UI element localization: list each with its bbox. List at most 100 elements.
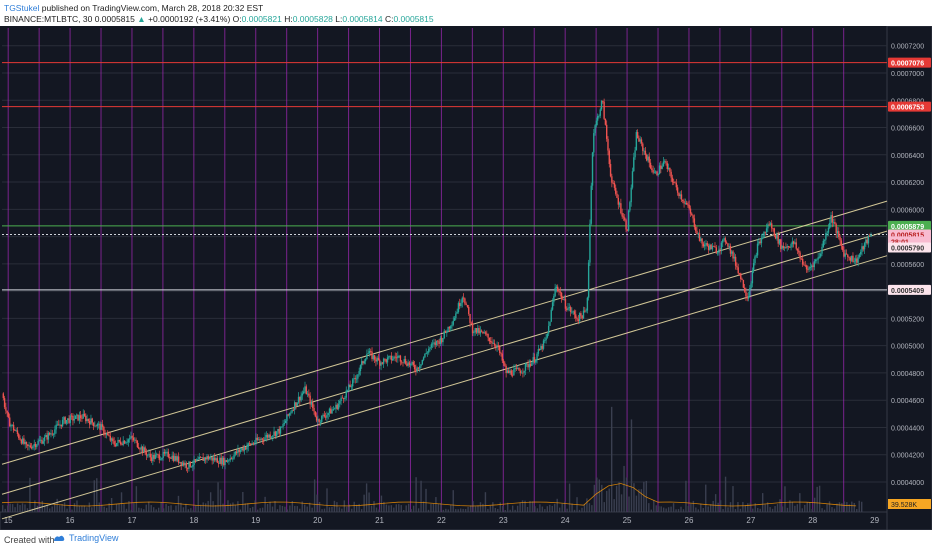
candle-body <box>832 222 835 223</box>
candle-body <box>627 210 630 231</box>
candle-body <box>429 347 431 349</box>
volume-bar <box>482 503 484 512</box>
volume-bar <box>341 508 343 512</box>
volume-bar <box>165 503 167 512</box>
candle-body <box>412 362 414 365</box>
candle-body <box>190 466 193 468</box>
candle-body <box>42 441 44 444</box>
volume-bar <box>754 503 756 512</box>
candle-body <box>36 444 38 448</box>
candle-body <box>540 345 542 350</box>
volume-bar <box>521 500 524 512</box>
volume-bar <box>192 509 195 512</box>
volume-bar <box>571 503 573 512</box>
candle-body <box>99 423 101 430</box>
candle-body <box>865 239 867 244</box>
volume-bar <box>190 508 192 512</box>
candle-body <box>201 457 203 459</box>
candle-body <box>2 393 4 399</box>
candle-body <box>100 424 102 430</box>
candle-body <box>305 386 307 395</box>
volume-bar <box>125 508 128 512</box>
candle-body <box>639 139 641 142</box>
candle-body <box>527 363 529 368</box>
volume-bar <box>799 493 801 512</box>
x-tick-label: 20 <box>313 516 322 525</box>
candle-body <box>395 357 398 359</box>
volume-bar <box>195 505 197 512</box>
tradingview-logo-icon <box>53 535 65 541</box>
candle-body <box>212 457 215 461</box>
candle-body <box>372 355 375 360</box>
candle-body <box>723 238 725 240</box>
candle-body <box>86 418 88 422</box>
volume-bar <box>667 507 670 512</box>
candle-body <box>449 326 452 329</box>
candle-body <box>785 247 787 249</box>
candle-body <box>197 459 199 460</box>
tradingview-brand[interactable]: TradingView <box>52 533 119 543</box>
candle-body <box>95 425 97 427</box>
candle-body <box>591 152 594 186</box>
candle-body <box>532 357 534 363</box>
candle-body <box>603 101 605 119</box>
volume-bar <box>148 501 150 512</box>
volume-bar <box>180 502 182 512</box>
candle-body <box>474 328 476 333</box>
candle-body <box>282 423 284 427</box>
volume-bar <box>662 507 665 512</box>
candle-body <box>794 242 796 244</box>
author-link[interactable]: TGStukel <box>4 3 40 13</box>
candle-body <box>243 447 246 451</box>
candle-body <box>32 445 34 449</box>
volume-bar <box>660 506 662 512</box>
candle-body <box>811 265 813 268</box>
candle-body <box>313 407 315 412</box>
candle-body <box>460 302 462 307</box>
volume-bar <box>813 497 816 512</box>
candle-body <box>780 239 782 249</box>
volume-bar <box>78 505 81 512</box>
candle-body <box>649 162 652 169</box>
candle-body <box>146 454 149 456</box>
candle-body <box>798 250 800 253</box>
candle-body <box>667 167 670 170</box>
candle-body <box>738 273 741 275</box>
candle-body <box>359 365 362 372</box>
candle-body <box>144 447 146 453</box>
candle-body <box>818 256 821 258</box>
volume-bar <box>175 505 177 512</box>
candle-body <box>587 262 590 298</box>
candle-body <box>238 449 240 452</box>
candle-body <box>645 154 648 161</box>
candle-body <box>52 434 55 435</box>
volume-bar <box>774 506 776 512</box>
candle-body <box>59 424 61 426</box>
candle-body <box>845 253 848 255</box>
volume-bar <box>323 508 326 512</box>
candle-body <box>600 101 603 110</box>
volume-bar <box>504 509 506 512</box>
chart-header: TGStukel published on TradingView.com, M… <box>0 0 932 26</box>
volume-bar <box>403 509 405 512</box>
volume-bar <box>831 507 833 512</box>
candle-body <box>755 255 757 257</box>
volume-bar <box>71 509 73 512</box>
candle-body <box>829 223 831 228</box>
volume-bar <box>222 503 224 512</box>
price-chart[interactable]: 0.00072000.00070000.00068000.00066000.00… <box>0 26 932 530</box>
volume-bar <box>259 508 261 512</box>
candle-body <box>867 235 870 244</box>
volume-bar <box>457 509 459 512</box>
candle-body <box>261 438 264 440</box>
candle-body <box>466 304 469 307</box>
candle-body <box>697 233 699 235</box>
volume-bar <box>846 502 848 512</box>
candle-body <box>362 361 364 364</box>
volume-bar <box>36 505 39 512</box>
candle-body <box>718 249 720 253</box>
candle-body <box>328 408 331 414</box>
volume-bar <box>744 505 747 512</box>
candle-body <box>247 443 249 447</box>
y-tick-label: 0.0004400 <box>891 425 924 432</box>
